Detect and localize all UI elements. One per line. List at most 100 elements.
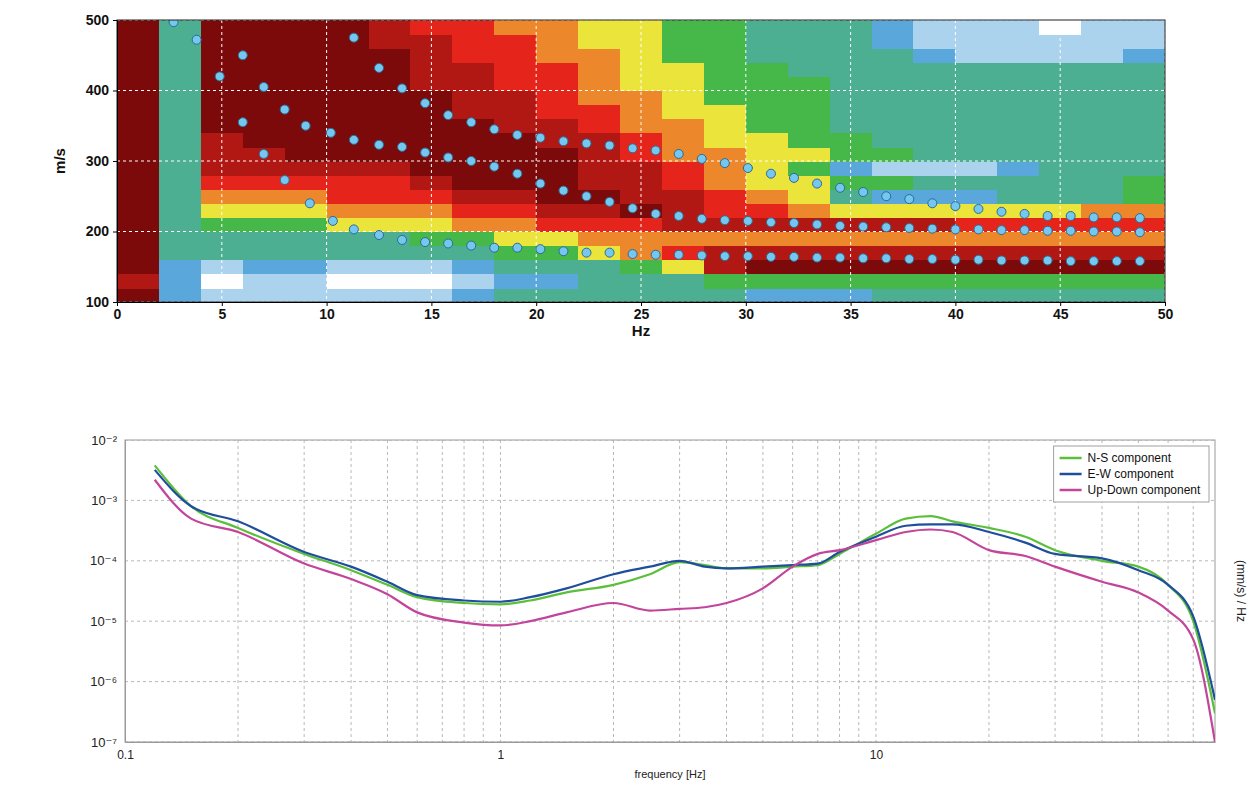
grid-line — [858, 440, 859, 742]
pick-point — [467, 118, 476, 127]
heatmap-cell — [913, 175, 956, 190]
heatmap-cell — [494, 76, 537, 91]
heatmap-cell — [243, 119, 286, 134]
heatmap-cell — [913, 48, 956, 63]
heatmap-cell — [452, 76, 495, 91]
pick-point — [628, 250, 637, 259]
heatmap-cell — [1081, 161, 1124, 176]
pick-point — [398, 142, 407, 151]
heatmap-cell — [494, 147, 537, 162]
heatmap-cell — [830, 161, 873, 176]
heatmap-cell — [243, 203, 286, 218]
heatmap-cell — [159, 274, 202, 289]
heatmap-cell — [1081, 119, 1124, 134]
heatmap-cell — [285, 34, 328, 49]
heatmap-cell — [746, 105, 789, 120]
heatmap-cell — [788, 288, 831, 302]
heatmap-cell — [243, 34, 286, 49]
heatmap-cell — [997, 34, 1040, 49]
heatmap-cell — [662, 232, 705, 247]
heatmap-cell — [578, 274, 621, 289]
heatmap-cell — [159, 147, 202, 162]
heatmap-cell — [536, 246, 579, 261]
tick-label: 5 — [218, 306, 226, 322]
heatmap-cell — [788, 274, 831, 289]
heatmap-cell — [117, 260, 160, 275]
heatmap-cell — [872, 161, 915, 176]
tick: 5 — [218, 302, 226, 322]
heatmap-cells — [117, 20, 1165, 302]
axis: 100200300400500 — [86, 12, 118, 310]
pick-point — [813, 179, 822, 188]
heatmap-cell — [746, 189, 789, 204]
pick-point — [238, 118, 247, 127]
heatmap-cell — [955, 175, 998, 190]
pick-point — [651, 146, 660, 155]
heatmap-cell — [1123, 48, 1165, 63]
heatmap-cell — [285, 175, 328, 190]
picks — [169, 20, 1144, 266]
heatmap-cell — [243, 217, 286, 232]
heatmap-cell — [369, 203, 412, 218]
heatmap-cell — [285, 91, 328, 106]
heatmap-cell — [830, 203, 873, 218]
heatmap-cell — [369, 62, 412, 77]
heatmap-cell — [788, 232, 831, 247]
heatmap-cell — [536, 203, 579, 218]
pick-point — [720, 216, 729, 225]
heatmap-cell — [704, 48, 747, 63]
pick-point — [169, 20, 178, 27]
heatmap-cell — [159, 189, 202, 204]
heatmap-cell — [913, 20, 956, 35]
pick-point — [651, 209, 660, 218]
heatmap-cell — [452, 48, 495, 63]
grid-line — [875, 440, 876, 742]
pick-point — [790, 219, 799, 228]
heatmap-cell — [369, 119, 412, 134]
heatmap-cell — [536, 105, 579, 120]
heatmap-cell — [369, 246, 412, 261]
tick: 10 — [870, 742, 884, 762]
heatmap-cell — [117, 217, 160, 232]
tick: 10⁻³ — [91, 493, 125, 508]
heatmap-cell — [201, 161, 244, 176]
heatmap-cell — [1081, 189, 1124, 204]
heatmap-cell — [243, 288, 286, 302]
heatmap-cell — [327, 34, 370, 49]
heatmap-cell — [704, 260, 747, 275]
grid-line — [817, 440, 818, 742]
heatmap-cell — [536, 217, 579, 232]
pick-point — [490, 243, 499, 252]
heatmap-cell — [997, 48, 1040, 63]
pick-point — [859, 222, 868, 231]
heatmap-cell — [369, 175, 412, 190]
heatmap-cell — [452, 34, 495, 49]
heatmap-cell — [746, 274, 789, 289]
heatmap-cell — [746, 147, 789, 162]
pick-point — [215, 72, 224, 81]
pick-point — [974, 204, 983, 213]
heatmap-cell — [872, 203, 915, 218]
pick-point — [559, 247, 568, 256]
heatmap-cell — [788, 217, 831, 232]
tick-label: 400 — [86, 82, 110, 98]
heatmap-cell — [494, 34, 537, 49]
heatmap-cell — [285, 20, 328, 35]
legend-label: E-W component — [1088, 467, 1175, 481]
pick-point — [398, 84, 407, 93]
heatmap-cell — [327, 91, 370, 106]
heatmap-cell — [369, 217, 412, 232]
heatmap-cell — [1123, 133, 1165, 148]
heatmap-cell — [788, 260, 831, 275]
heatmap-cell — [578, 175, 621, 190]
pick-point — [605, 141, 614, 150]
pick-point — [697, 154, 706, 163]
heatmap-cell — [494, 105, 537, 120]
heatmap-cell — [662, 91, 705, 106]
tick-label: 10⁻³ — [91, 493, 117, 508]
heatmap-cell — [285, 76, 328, 91]
heatmap-cell — [536, 62, 579, 77]
tick: 1 — [498, 742, 505, 762]
pick-point — [1135, 228, 1144, 237]
heatmap-cell — [327, 105, 370, 120]
